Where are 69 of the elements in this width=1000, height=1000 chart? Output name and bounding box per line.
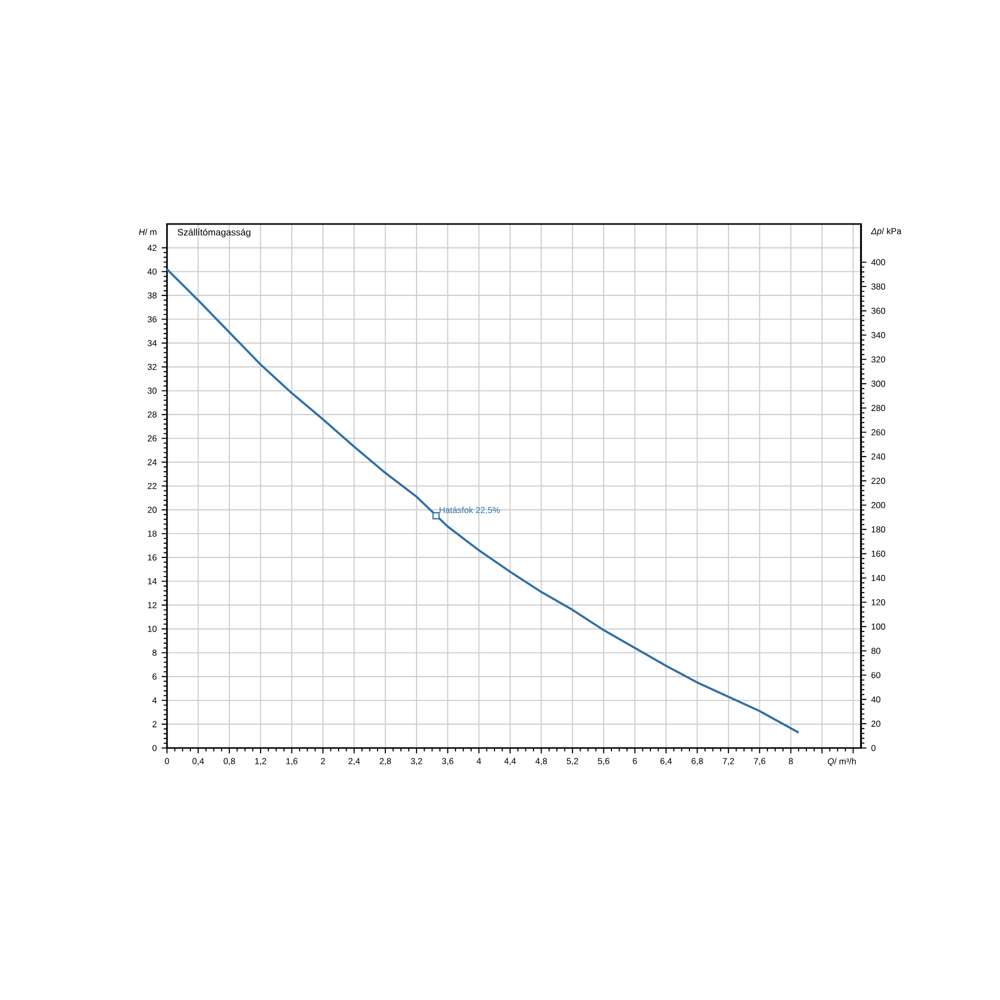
y-tick-label: 32 (148, 364, 157, 370)
y-tick-label: 0 (152, 744, 157, 752)
x-tick-label: 1,2 (255, 758, 266, 766)
x-tick-label: 3,6 (442, 758, 454, 766)
y2-tick-label: 0 (871, 744, 876, 752)
x-tick-label: 4,8 (535, 758, 547, 766)
y-tick-label: 2 (152, 721, 157, 728)
y2-tick-label: 220 (871, 478, 886, 484)
y2-tick-label: 200 (871, 502, 886, 508)
chart-title: Szállítómagasság (178, 228, 250, 238)
x-tick-label: 3,2 (410, 758, 422, 766)
y2-tick-label: 260 (871, 429, 886, 436)
y2-tick-label: 340 (871, 332, 886, 338)
y-tick-label: 26 (148, 435, 157, 442)
y-tick-label: 10 (148, 626, 157, 632)
y2-tick-label: 40 (871, 696, 880, 702)
y2-tick-label: 240 (871, 453, 886, 460)
y-tick-label: 4 (152, 697, 157, 704)
x-tick-label: 8 (788, 758, 793, 764)
x-tick-label: 7,2 (722, 758, 734, 766)
y2-tick-label: 380 (871, 283, 886, 290)
x-tick-label: 0 (164, 758, 170, 764)
x-tick-label: 0,4 (192, 758, 204, 766)
y-tick-label: 30 (148, 388, 157, 394)
y-tick-label: 12 (148, 602, 157, 608)
y-tick-label: 22 (148, 482, 157, 490)
x-tick-label: 4 (476, 758, 482, 764)
y2-tick-label: 120 (872, 599, 886, 606)
y2-tick-label: 360 (871, 308, 886, 314)
y2-tick-label: 280 (871, 404, 886, 412)
y-tick-label: 34 (148, 340, 157, 346)
y2-tick-label: 100 (872, 624, 886, 630)
x-tick-label: 2,4 (348, 758, 360, 766)
y-tick-label: 14 (148, 578, 157, 584)
y-tick-label: 18 (148, 530, 157, 537)
x-axis-title: Q/ m³/h (828, 758, 856, 766)
y-tick-label: 6 (152, 673, 157, 680)
y-tick-label: 40 (148, 268, 157, 275)
x-tick-label: 6,8 (692, 758, 703, 766)
y2-axis-title: Δp/ kPa (870, 228, 902, 236)
y2-tick-label: 320 (871, 356, 886, 362)
x-tick-label: 2,8 (380, 758, 391, 766)
x-tick-label: 7,6 (754, 758, 766, 766)
y2-tick-label: 140 (872, 574, 886, 582)
x-tick-label: 5,2 (566, 758, 578, 766)
y-tick-label: 24 (148, 459, 157, 466)
y2-tick-label: 20 (871, 720, 880, 727)
x-tick-label: 6,4 (660, 758, 672, 766)
y-tick-label: 42 (148, 244, 157, 251)
x-tick-label: 5,6 (598, 758, 610, 766)
y-tick-label: 28 (148, 411, 157, 418)
x-tick-label: 1,6 (286, 758, 298, 766)
y2-tick-label: 80 (871, 648, 880, 654)
annotation: Hatásfok 22,5% (440, 506, 500, 514)
y2-tick-label: 400 (871, 259, 886, 266)
y-tick-label: 8 (152, 650, 157, 656)
y-axis-title: H/ m (138, 228, 156, 236)
y2-tick-label: 60 (871, 672, 880, 678)
y-tick-label: 38 (148, 292, 157, 299)
x-tick-label: 4,4 (504, 758, 516, 766)
y-tick-label: 36 (148, 316, 157, 322)
x-tick-label: 0,8 (224, 758, 236, 766)
y2-tick-label: 300 (871, 380, 886, 387)
x-tick-label: 6 (632, 758, 637, 764)
y-tick-label: 20 (148, 506, 157, 513)
y2-tick-label: 160 (872, 550, 886, 557)
y2-tick-label: 180 (872, 526, 886, 532)
y-tick-label: 16 (148, 554, 157, 561)
x-tick-label: 2 (320, 758, 325, 764)
